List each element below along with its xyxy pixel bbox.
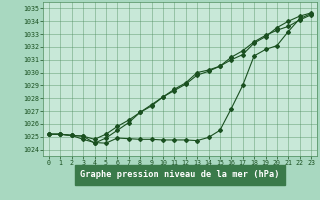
- X-axis label: Graphe pression niveau de la mer (hPa): Graphe pression niveau de la mer (hPa): [80, 170, 280, 179]
